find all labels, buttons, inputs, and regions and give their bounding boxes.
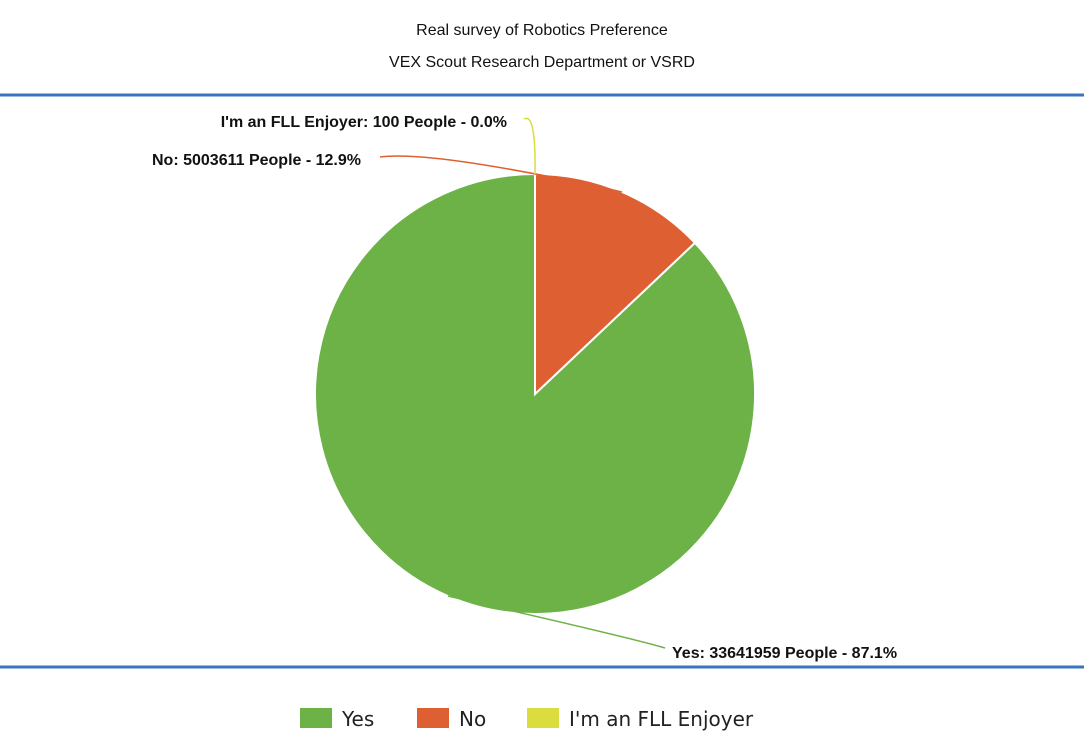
slice-label-no: No: 5003611 People - 12.9% <box>152 152 361 169</box>
legend-swatch-yes <box>300 708 332 728</box>
label-connectors <box>379 117 666 649</box>
slice-label-yes: Yes: 33641959 People - 87.1% <box>672 645 897 662</box>
chart-title: Real survey of Robotics Preference <box>416 22 668 39</box>
legend-swatch-no <box>417 708 449 728</box>
leader-line-yes <box>447 595 666 649</box>
legend-label-yes: Yes <box>341 707 374 731</box>
chart-subtitle: VEX Scout Research Department or VSRD <box>389 54 695 71</box>
legend: Yes No I'm an FLL Enjoyer <box>300 707 754 731</box>
leader-line-i-m-an-fll-enjoyer <box>523 117 536 175</box>
slice-label-fll-enjoyer: I'm an FLL Enjoyer: 100 People - 0.0% <box>221 114 507 131</box>
legend-swatch-fll-enjoyer <box>527 708 559 728</box>
pie-slices <box>314 172 756 615</box>
legend-label-no: No <box>459 707 486 731</box>
legend-label-fll-enjoyer: I'm an FLL Enjoyer <box>569 707 754 731</box>
leader-line-no <box>379 155 623 193</box>
